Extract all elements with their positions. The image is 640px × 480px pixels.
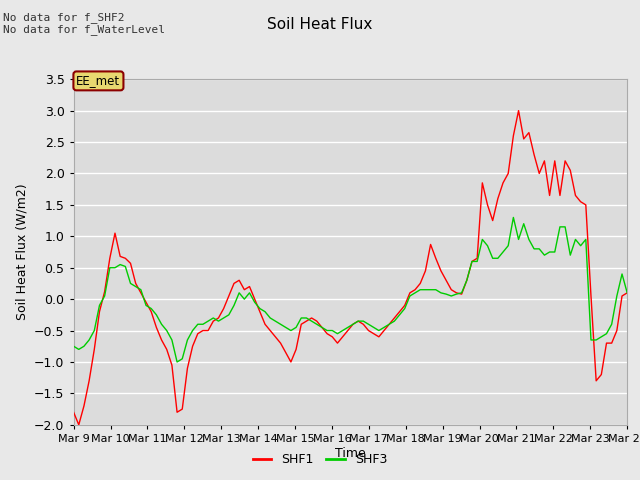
Text: No data for f_SHF2
No data for f_WaterLevel: No data for f_SHF2 No data for f_WaterLe… <box>3 12 165 36</box>
Text: Soil Heat Flux: Soil Heat Flux <box>268 17 372 32</box>
Text: EE_met: EE_met <box>76 74 120 87</box>
X-axis label: Time: Time <box>335 446 366 460</box>
Y-axis label: Soil Heat Flux (W/m2): Soil Heat Flux (W/m2) <box>15 184 29 320</box>
Legend: SHF1, SHF3: SHF1, SHF3 <box>248 448 392 471</box>
